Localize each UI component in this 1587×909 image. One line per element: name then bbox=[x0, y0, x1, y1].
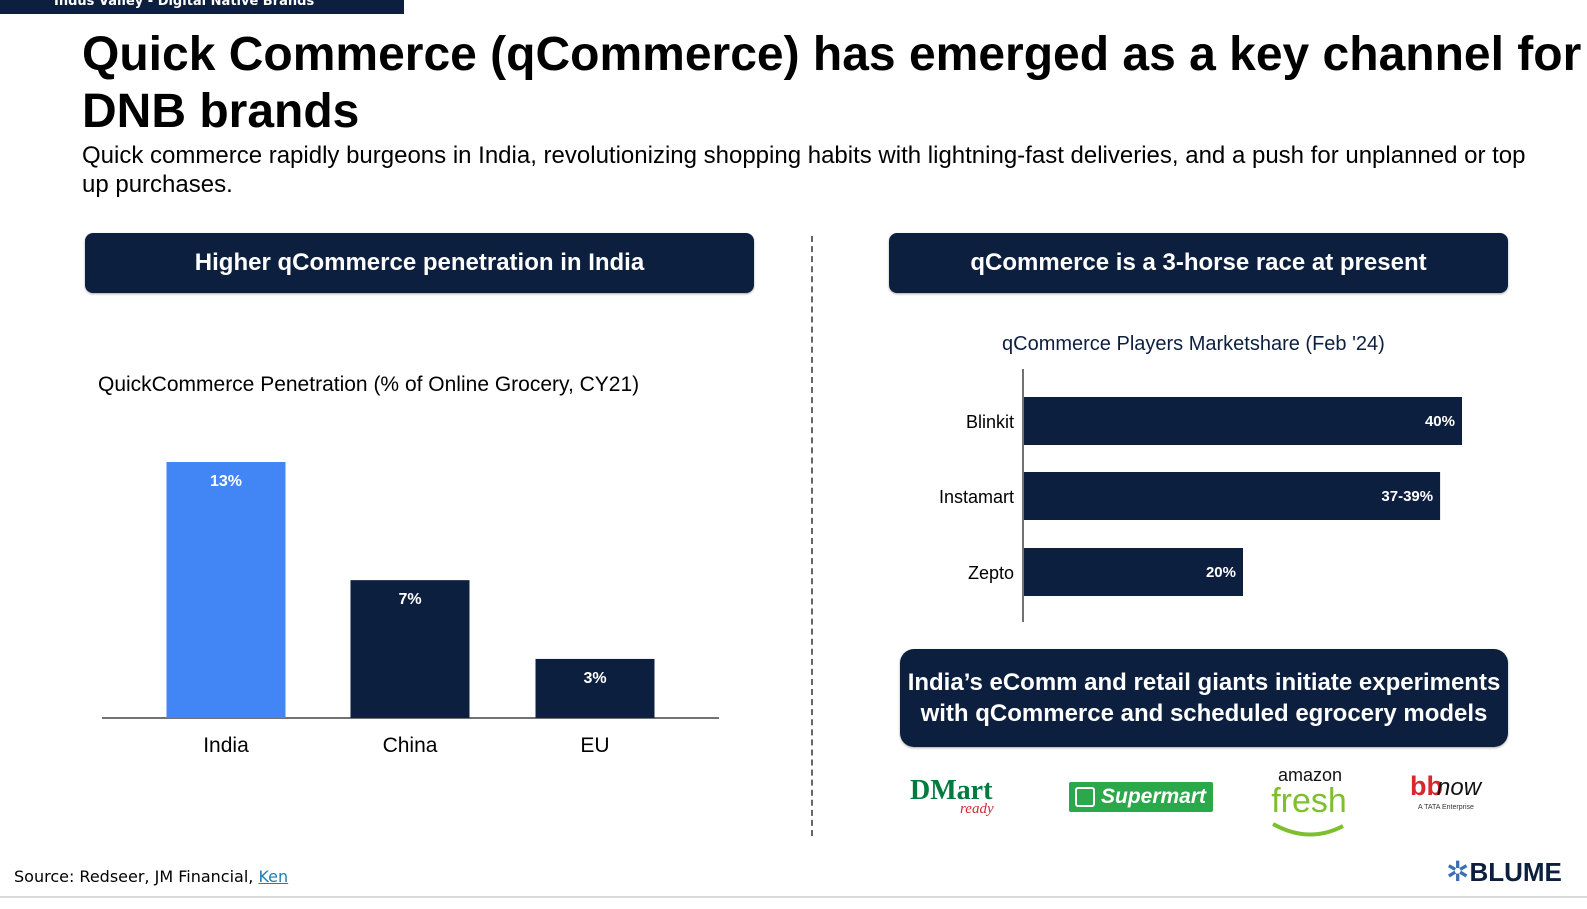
fresh-logo-text: fresh bbox=[1271, 782, 1347, 820]
blume-emblem-icon: ✲ bbox=[1446, 856, 1470, 887]
tata-tagline: A TATA Enterprise bbox=[1418, 804, 1474, 811]
x-tick-india: India bbox=[203, 734, 249, 757]
blume-logo-text: BLUME bbox=[1469, 857, 1562, 887]
bar-label-india: 13% bbox=[210, 473, 242, 490]
amazon-fresh-logo-graphic: amazon fresh bbox=[1271, 765, 1347, 837]
dmart-logo-main: DMart bbox=[910, 775, 993, 806]
bar-label-eu: 3% bbox=[583, 670, 606, 687]
bar-label-instamart: 37-39% bbox=[1381, 488, 1433, 505]
jiomart-logo-text: Supermart bbox=[1101, 785, 1207, 808]
now-logo-text: now bbox=[1437, 774, 1483, 801]
source-note: Source: Redseer, JM Financial, Ken bbox=[14, 867, 288, 886]
x-tick-eu: EU bbox=[580, 734, 609, 757]
bb-logo-mark: bb bbox=[1410, 771, 1443, 801]
amazon-fresh-logo: amazon fresh bbox=[1265, 764, 1355, 842]
blume-logo: ✲BLUME bbox=[1446, 855, 1562, 888]
bar-instamart bbox=[1024, 472, 1441, 520]
bar-zepto bbox=[1024, 548, 1243, 596]
bar-label-zepto: 20% bbox=[1206, 564, 1236, 581]
bar-blinkit bbox=[1024, 397, 1462, 445]
marketshare-chart-title: qCommerce Players Marketshare (Feb '24) bbox=[1002, 333, 1385, 355]
footer-rule bbox=[0, 896, 1587, 898]
bar-china bbox=[350, 580, 470, 718]
right-panel-banner-text: qCommerce is a 3-horse race at present bbox=[970, 249, 1427, 276]
page-subtitle: Quick commerce rapidly burgeons in India… bbox=[82, 142, 1526, 198]
cart-icon bbox=[1075, 787, 1095, 807]
source-link-ken[interactable]: Ken bbox=[258, 867, 289, 886]
section-tab: Indus Valley - Digital Native Brands bbox=[0, 0, 404, 14]
right-panel-banner: qCommerce is a 3-horse race at present bbox=[889, 233, 1508, 293]
dmart-logo-sub: ready bbox=[960, 801, 994, 817]
bar-eu bbox=[535, 658, 655, 718]
source-text: Source: Redseer, JM Financial, bbox=[14, 867, 259, 886]
dmart-ready-logo-graphic: DMart ready bbox=[910, 775, 994, 817]
dmart-ready-logo: DMart ready bbox=[908, 770, 1018, 820]
y-tick-instamart: Instamart bbox=[939, 487, 1014, 507]
bbnow-logo: bb now A TATA Enterprise bbox=[1408, 767, 1488, 817]
jiomart-supermart-logo: Supermart bbox=[1069, 782, 1213, 812]
x-tick-china: China bbox=[383, 734, 438, 757]
bbnow-logo-graphic: bb now A TATA Enterprise bbox=[1410, 771, 1483, 811]
left-panel-banner-text: Higher qCommerce penetration in India bbox=[194, 249, 645, 276]
bar-india bbox=[166, 462, 286, 718]
left-panel-banner: Higher qCommerce penetration in India bbox=[85, 233, 754, 293]
smile-arrow-icon bbox=[1272, 822, 1344, 837]
y-tick-blinkit: Blinkit bbox=[966, 412, 1014, 432]
penetration-chart-title: QuickCommerce Penetration (% of Online G… bbox=[98, 373, 640, 396]
bar-label-blinkit: 40% bbox=[1425, 413, 1455, 430]
amazon-logo-text: amazon bbox=[1278, 765, 1342, 785]
section-tab-label: Indus Valley - Digital Native Brands bbox=[54, 0, 315, 9]
bar-label-china: 7% bbox=[398, 591, 421, 608]
y-tick-zepto: Zepto bbox=[968, 563, 1014, 583]
panel-divider bbox=[811, 236, 813, 836]
ecomm-giants-banner-text: India’s eComm and retail giants initiate… bbox=[907, 669, 1501, 727]
page-title: Quick Commerce (qCommerce) has emerged a… bbox=[82, 28, 1582, 138]
ecomm-giants-banner: India’s eComm and retail giants initiate… bbox=[900, 649, 1508, 747]
